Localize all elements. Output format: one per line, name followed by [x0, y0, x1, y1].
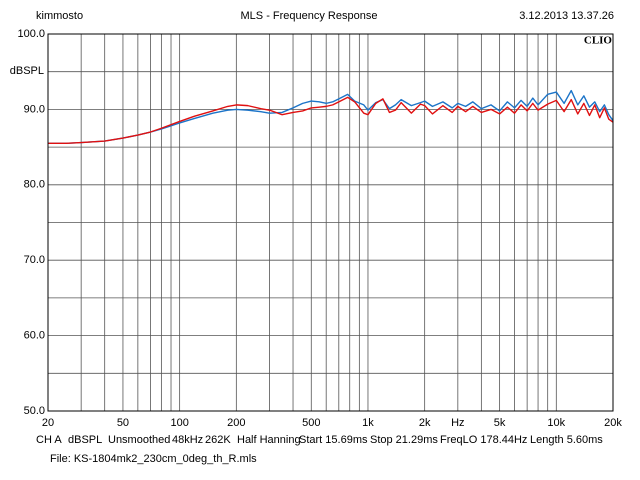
x-tick-label: 5k: [494, 417, 506, 429]
x-tick-label: Hz: [451, 417, 464, 429]
y-axis-label: dBSPL: [10, 65, 44, 77]
y-tick-label: 80.0: [24, 179, 45, 191]
settings-item: dBSPL: [68, 434, 102, 446]
timestamp: 3.12.2013 13.37.26: [519, 10, 614, 22]
x-tick-label: 500: [302, 417, 320, 429]
series-line: [48, 96, 614, 145]
x-tick-label: 2k: [419, 417, 431, 429]
file-line: File: KS-1804mk2_230cm_0deg_th_R.mls: [50, 453, 257, 465]
brand: CLIO: [584, 35, 613, 47]
x-tick-label: 50: [117, 417, 129, 429]
y-tick-label: 100.0: [17, 28, 45, 40]
settings-item: CH A: [36, 434, 62, 446]
x-tick-label: 10k: [547, 417, 565, 429]
x-tick-label: 20: [42, 417, 54, 429]
settings-item: Unsmoothed: [108, 434, 170, 446]
settings-item: Length 5.60ms: [530, 434, 603, 446]
y-tick-label: 50.0: [24, 405, 45, 417]
plot-frame: [47, 33, 614, 412]
y-tick-label: 90.0: [24, 103, 45, 115]
author: kimmosto: [36, 10, 83, 22]
x-tick-label: 1k: [362, 417, 374, 429]
settings-item: Start 15.69ms: [299, 434, 368, 446]
x-tick-label: 20k: [604, 417, 622, 429]
x-tick-label: 200: [227, 417, 245, 429]
series-line: [48, 89, 614, 145]
settings-item: Stop 21.29ms: [370, 434, 438, 446]
settings-item: 262K: [205, 434, 231, 446]
y-tick-label: 70.0: [24, 254, 45, 266]
chart-title: MLS - Frequency Response: [241, 10, 378, 22]
x-tick-label: 100: [170, 417, 188, 429]
settings-item: FreqLO 178.44Hz: [440, 434, 527, 446]
settings-item: 48kHz: [172, 434, 203, 446]
settings-item: Half Hanning: [237, 434, 301, 446]
y-tick-label: 60.0: [24, 330, 45, 342]
